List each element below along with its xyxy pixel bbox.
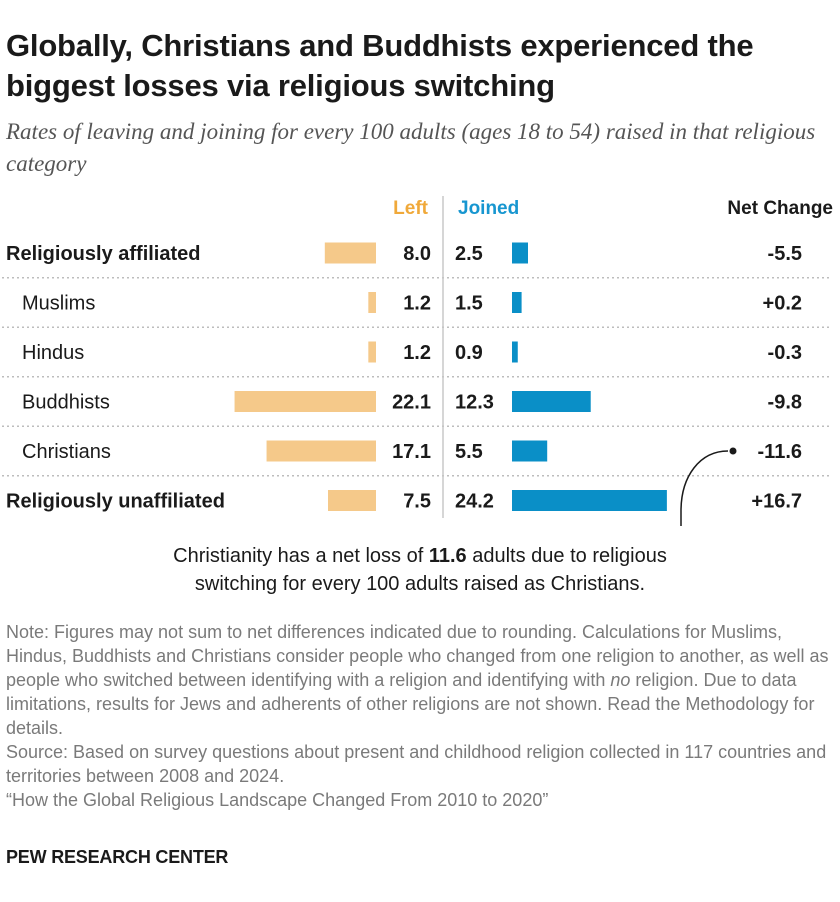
- joined-bar-hindus: [512, 341, 518, 363]
- annotation-bold-value: 11.6: [428, 545, 467, 567]
- source-text: Source: Based on survey questions about …: [6, 742, 827, 786]
- chart-title: Globally, Christians and Buddhists exper…: [6, 28, 754, 103]
- annotation-text-start: Christianity has a net loss of: [173, 545, 429, 567]
- left-value-religiously-affiliated: 8.0: [403, 243, 431, 265]
- left-bar-muslims: [368, 292, 376, 313]
- joined-value-buddhists: 12.3: [455, 392, 494, 414]
- joined-value-religiously-unaffiliated: 24.2: [455, 491, 494, 513]
- annotation-line-2: switching for every 100 adults raised as…: [194, 573, 646, 595]
- notes-section: Note: Figures may not sum to net differe…: [6, 620, 832, 812]
- left-value-buddhists: 22.1: [392, 392, 431, 414]
- category-label-muslims: Muslims: [22, 293, 95, 315]
- joined-bar-christians: [512, 440, 548, 462]
- joined-bar-religiously-affiliated: [512, 242, 528, 264]
- report-title: “How the Global Religious Landscape Chan…: [6, 790, 549, 810]
- left-bar-hindus: [368, 341, 376, 363]
- joined-value-muslims: 1.5: [455, 293, 483, 315]
- left-value-muslims: 1.2: [403, 293, 431, 315]
- note-italic-word: no: [610, 670, 631, 690]
- chart-subtitle: Rates of leaving and joining for every 1…: [6, 119, 816, 176]
- header-left: Left: [393, 198, 429, 219]
- header-net-change: Net Change: [727, 198, 833, 219]
- annotation-dot: [729, 447, 737, 455]
- bar-chart: Left Joined Net Change Religiously affiliat…: [2, 196, 833, 526]
- net-change-buddhists: -9.8: [768, 392, 802, 414]
- footer-brand: PEW RESEARCH CENTER: [6, 847, 229, 867]
- joined-value-religiously-affiliated: 2.5: [455, 243, 483, 265]
- note-part-b: religion. Due to data limitations, resul…: [6, 670, 815, 738]
- category-label-hindus: Hindus: [22, 342, 84, 364]
- annotation-text-end: adults due to religious: [466, 545, 667, 567]
- net-change-religiously-unaffiliated: +16.7: [751, 491, 802, 513]
- joined-value-hindus: 0.9: [455, 342, 483, 364]
- left-value-hindus: 1.2: [403, 342, 431, 364]
- left-value-religiously-unaffiliated: 7.5: [403, 491, 431, 513]
- net-change-religiously-affiliated: -5.5: [768, 243, 802, 265]
- left-bar-buddhists: [234, 391, 376, 412]
- joined-bar-buddhists: [512, 391, 591, 412]
- annotation-christianity: Christianity has a net loss of 11.6 adul…: [0, 542, 840, 598]
- note-part-a: Note: Figures may not sum to net differe…: [6, 622, 829, 690]
- left-value-christians: 17.1: [392, 441, 431, 463]
- left-bar-religiously-unaffiliated: [328, 490, 376, 511]
- net-change-muslims: +0.2: [763, 293, 802, 315]
- category-label-religiously-affiliated: Religiously affiliated: [6, 243, 200, 265]
- header-joined: Joined: [458, 198, 519, 219]
- net-change-christians: -11.6: [758, 441, 802, 463]
- note-text: Note: Figures may not sum to net differe…: [6, 620, 832, 740]
- left-bar-christians: [266, 440, 376, 462]
- joined-bar-muslims: [512, 292, 522, 313]
- category-label-buddhists: Buddhists: [22, 392, 110, 414]
- joined-value-christians: 5.5: [455, 441, 483, 463]
- annotation-leader-line: [680, 450, 729, 526]
- joined-bar-religiously-unaffiliated: [512, 490, 667, 511]
- category-label-christians: Christians: [22, 441, 111, 463]
- net-change-hindus: -0.3: [768, 342, 802, 364]
- category-label-religiously-unaffiliated: Religiously unaffiliated: [6, 491, 225, 513]
- left-bar-religiously-affiliated: [324, 242, 376, 264]
